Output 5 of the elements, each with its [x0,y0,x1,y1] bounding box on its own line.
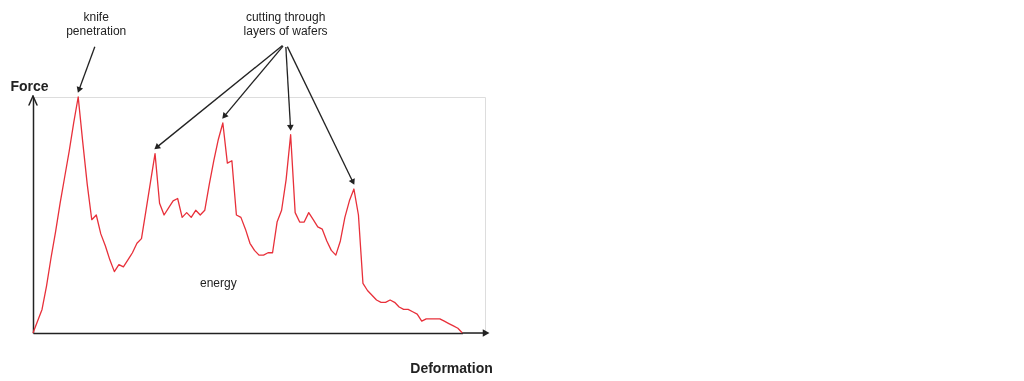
text: knife penetration [66,10,127,38]
y-axis-title: Force [10,77,49,94]
x-axis-title: Deformation [410,359,493,376]
annotation: energy [199,276,237,291]
text: cutting through layers of wafers [243,10,328,38]
